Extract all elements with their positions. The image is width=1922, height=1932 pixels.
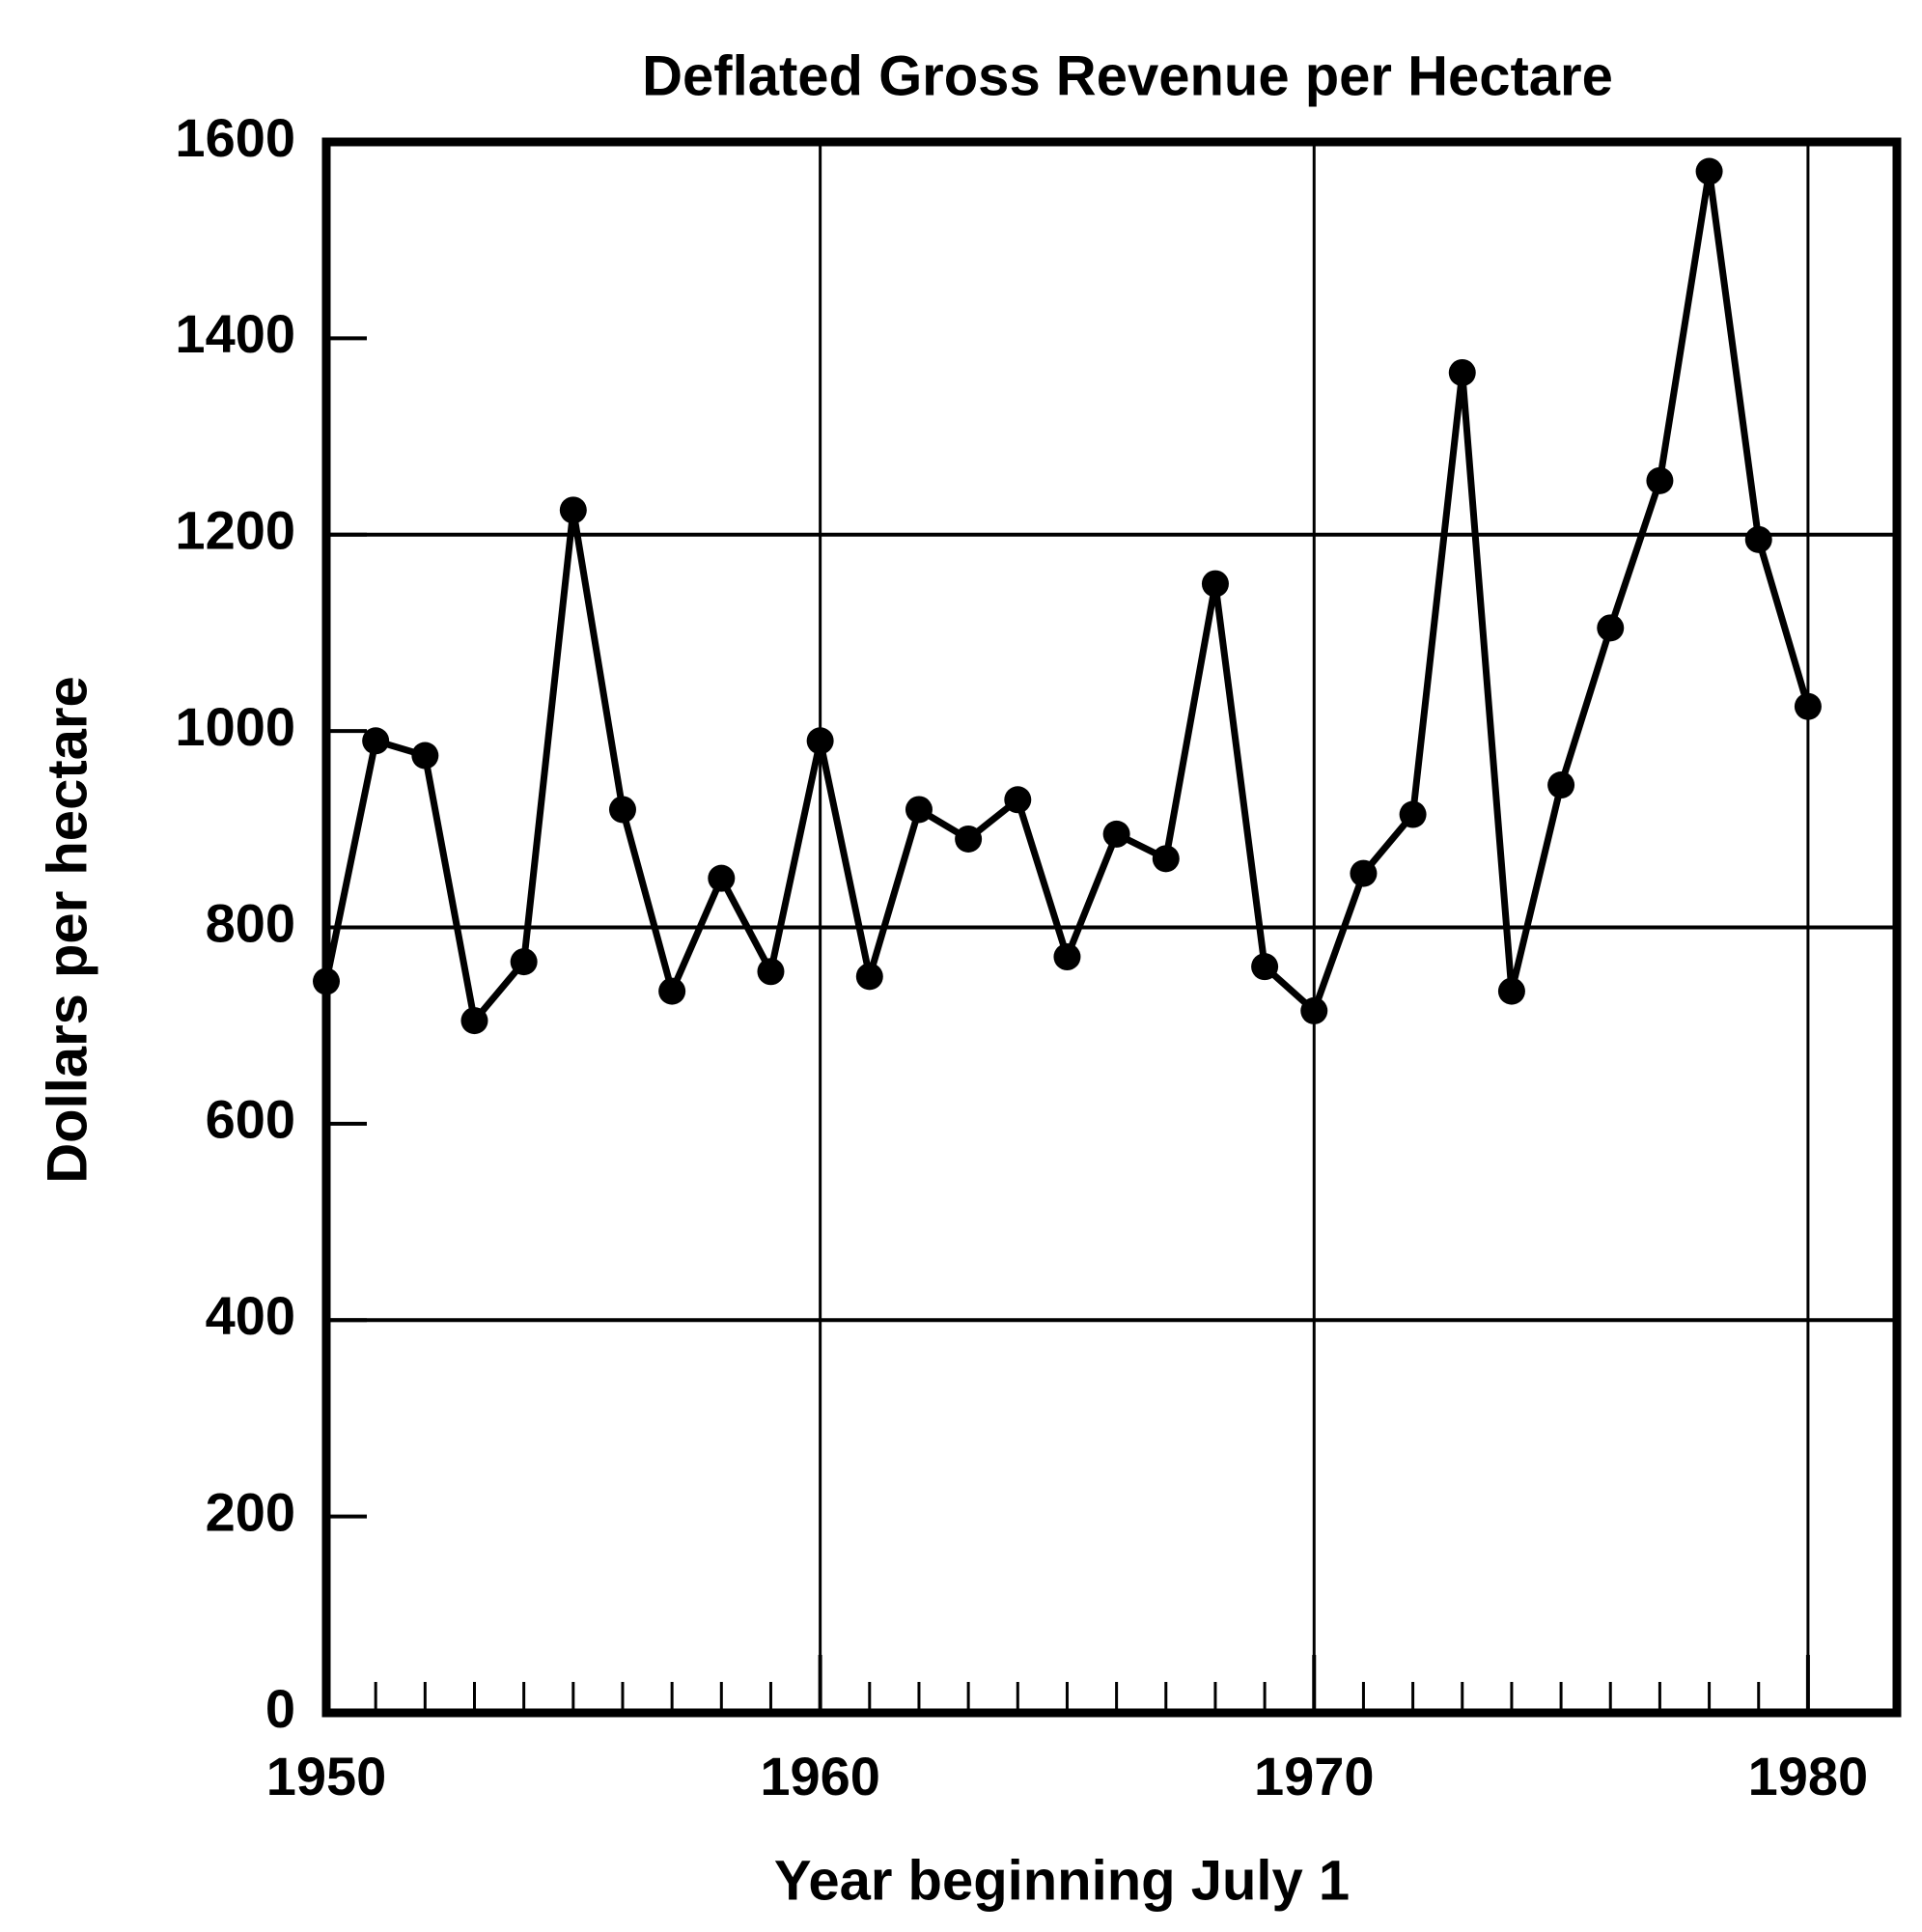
data-point [1448,358,1476,386]
y-tick-label: 1000 [175,696,295,757]
data-point [362,727,390,755]
chart-title: Deflated Gross Revenue per Hectare [642,44,1613,107]
data-point [955,825,983,853]
data-point [1646,466,1674,494]
y-tick-label: 600 [206,1089,295,1150]
data-point [1152,845,1180,873]
data-point [1597,614,1625,642]
y-tick-label: 400 [206,1285,295,1346]
y-tick-label: 0 [265,1678,295,1739]
y-tick-label: 200 [206,1481,295,1542]
data-point [855,963,883,991]
x-tick-label: 1950 [266,1746,387,1806]
data-point [1053,943,1081,971]
x-axis-label: Year beginning July 1 [774,1849,1350,1912]
data-point [411,742,439,770]
data-point [1744,525,1772,553]
data-point [1399,800,1427,828]
data-point [1794,692,1822,720]
data-point [559,496,587,524]
data-point [460,1007,488,1035]
data-point [1497,977,1525,1005]
y-tick-label: 800 [206,892,295,953]
data-point [905,796,933,824]
data-point [313,967,340,995]
data-point [608,796,636,824]
data-point [1547,771,1575,799]
x-tick-label: 1970 [1254,1746,1375,1806]
data-point [1102,820,1130,848]
x-tick-label: 1960 [760,1746,880,1806]
data-line [322,168,1812,1024]
data-point [806,727,834,755]
data-point [1695,157,1723,185]
data-point [1201,570,1229,598]
data-point [1300,996,1328,1024]
data-point [708,864,736,892]
x-tick-label: 1980 [1748,1746,1869,1806]
y-tick-label: 1200 [175,500,295,561]
y-axis-label: Dollars per hectare [36,676,98,1183]
data-point [757,958,785,986]
plot-frame [321,137,1902,1718]
y-tick-label: 1600 [175,107,295,168]
data-point [1350,859,1378,887]
y-tick-label: 1400 [175,303,295,364]
data-point [1004,786,1032,814]
data-point [1251,953,1279,981]
data-point [658,977,686,1005]
data-point [510,948,538,976]
